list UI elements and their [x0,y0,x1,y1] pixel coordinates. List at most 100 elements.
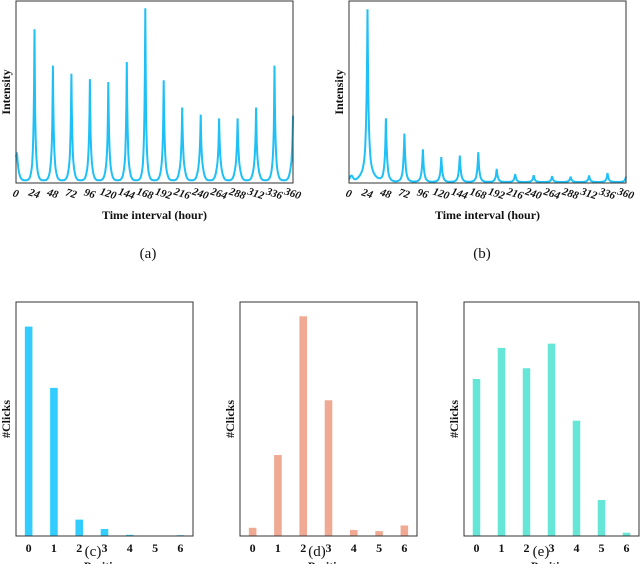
x-tick-label: 72 [64,187,79,202]
bar [349,529,358,536]
bar [274,455,282,536]
x-tick-label: 96 [415,187,430,202]
x-tick-label: 4 [574,541,580,555]
y-axis-label: #Clicks [223,400,237,438]
x-tick-label: 24 [26,186,42,201]
x-tick-label: 336 [264,185,285,202]
x-tick-label: 312 [578,185,599,202]
x-tick-label: 1 [275,541,281,555]
x-tick-label: 2 [76,541,82,555]
x-tick-label: 2 [524,541,530,555]
bar [547,343,556,536]
x-tick-label: 6 [624,541,630,555]
bar [622,532,631,536]
x-tick-label: 0 [474,541,480,555]
subplot-caption: (d) [308,544,326,560]
bar [24,326,33,536]
bar [50,387,58,536]
bar [400,525,409,536]
x-tick-label: 168 [135,186,155,203]
x-tick-label: 24 [359,186,375,201]
x-axis-label: Position [531,559,573,564]
x-tick-label: 288 [560,185,581,202]
x-tick-label: 144 [117,186,137,203]
bar [497,347,506,536]
x-tick-label: 1 [51,541,57,555]
subplot-c: 0 1 2 3 4 5 6 Position #Clicks (c) [0,301,194,564]
bar [572,420,581,536]
plot-frame [463,301,640,537]
x-tick-label: 120 [431,186,451,203]
x-tick-label: 3 [549,541,555,555]
bar [299,316,308,536]
x-tick-label: 48 [45,186,61,201]
subplot-e: 0 1 2 3 4 5 6 Position #Clicks (e) [447,301,640,564]
bar [324,400,333,536]
x-tick-label: 0 [344,187,353,200]
bar [597,499,606,536]
plot-frame [348,0,627,184]
bar [522,368,531,536]
x-tick-label: 120 [98,186,118,203]
x-tick-label: 264 [541,185,562,202]
x-tick-label: 4 [351,541,357,555]
x-tick-label: 5 [152,541,158,555]
subplot-caption: (b) [473,246,491,262]
x-tick-label: 2 [300,541,306,555]
x-tick-label: 360 [615,185,636,202]
plot-frame [239,301,418,537]
x-tick-label: 3 [326,541,332,555]
x-tick-label: 264 [208,185,229,202]
x-tick-label: 360 [282,185,303,202]
subplot-caption: (a) [140,246,157,262]
x-tick-label: 240 [523,185,544,202]
y-axis-label: Intensity [0,69,13,114]
x-axis-label: Time interval (hour) [435,208,540,222]
x-tick-label: 192 [154,186,174,203]
subplot-b: 0 24 48 72 96 120 144 168 192 216 240 264 288 312 336 3… [332,0,636,262]
x-tick-label: 96 [82,187,97,202]
x-tick-label: 168 [468,186,488,203]
series-line [15,8,294,182]
bar [375,531,383,536]
y-axis-label: #Clicks [0,400,13,438]
x-tick-label: 144 [450,186,470,203]
x-tick-label: 336 [597,185,618,202]
subplot-d: 0 1 2 3 4 5 6 Position #Clicks (d) [223,301,418,564]
x-tick-label: 6 [401,541,407,555]
x-tick-label: 216 [171,185,192,202]
x-tick-label: 240 [190,185,211,202]
y-axis-label: #Clicks [447,400,461,438]
x-tick-label: 216 [504,185,525,202]
plot-frame [15,301,194,537]
bar [100,528,109,536]
subplot-caption: (c) [85,544,102,560]
x-axis-label: Position [84,559,126,564]
x-tick-label: 72 [397,187,412,202]
y-axis-label: Intensity [332,69,346,114]
x-tick-label: 0 [250,541,256,555]
subplot-a: 0 24 48 72 96 120 144 168 192 216 240 264 288 312 336 3… [0,0,303,262]
bar [125,534,134,536]
x-tick-label: 6 [177,541,183,555]
x-tick-label: 0 [26,541,32,555]
x-tick-label: 192 [487,186,507,203]
x-tick-label: 312 [245,185,266,202]
x-tick-label: 5 [376,541,382,555]
x-tick-label: 1 [499,541,505,555]
x-tick-label: 0 [11,187,20,200]
x-tick-label: 288 [227,185,248,202]
x-tick-label: 3 [102,541,108,555]
x-axis-label: Position [308,559,350,564]
x-tick-label: 48 [378,186,394,201]
bar [75,519,84,536]
bar [472,378,481,536]
series-line [348,9,627,183]
x-axis-label: Time interval (hour) [102,208,207,222]
bar [248,527,257,536]
x-tick-label: 5 [599,541,605,555]
x-tick-label: 4 [127,541,133,555]
plot-frame [15,0,294,184]
subplot-caption: (e) [533,544,550,560]
